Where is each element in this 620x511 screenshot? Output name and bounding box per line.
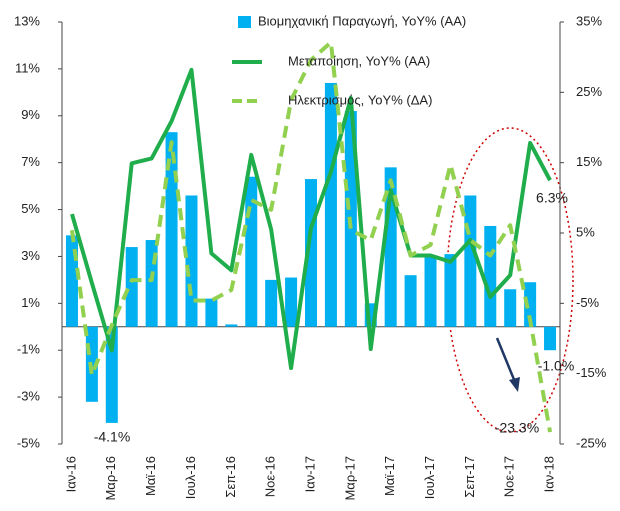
bar [544,326,557,351]
annotation: 6.3% [536,190,568,206]
highlight-ellipse [446,127,574,433]
y-tick-label: 7% [21,154,40,169]
bar [205,298,218,327]
annotation: -4.1% [94,429,131,445]
x-tick-label: Μαρ-17 [342,456,357,501]
y-tick-label: 1% [21,295,40,310]
y2-tick-label: 35% [576,13,602,28]
bar [484,225,497,327]
x-tick-label: Ιουλ-17 [422,456,437,499]
bar [464,195,477,327]
legend-label: Μεταποίηση, YoY% (AA) [288,53,430,68]
bar [265,279,278,327]
bar [504,289,517,327]
annotation: -1.0% [538,358,575,374]
x-tick-label: Μαϊ-16 [143,456,158,496]
y2-tick-label: 5% [576,224,595,239]
bar [245,176,258,327]
bar [424,256,437,327]
y2-tick-label: 15% [576,154,602,169]
x-tick-label: Μαρ-16 [103,456,118,501]
legend-label: Βιομηχανική Παραγωγή, YoY% (AA) [258,13,466,28]
legend-label: Ηλεκτρισμός, YoY% (ΔΑ) [288,92,432,107]
bar [524,282,537,327]
x-tick-label: Σεπ-16 [223,456,238,498]
bar [285,277,298,327]
line [70,67,552,371]
x-tick-label: Ιαν-16 [63,456,78,492]
line [69,40,553,433]
y-tick-label: 3% [21,248,40,263]
x-tick-label: Ιαν-17 [302,456,317,492]
y2-tick-label: -25% [576,435,607,450]
y2-tick-label: -5% [576,295,600,310]
y-tick-label: -1% [17,342,41,357]
legend-swatch [238,16,251,28]
bar [125,247,138,327]
bar [185,195,198,327]
y-tick-label: 11% [15,60,40,75]
x-tick-label: Μαϊ-17 [382,456,397,496]
y2-tick-label: -15% [576,365,607,380]
y2-tick-label: 25% [576,84,602,99]
annotation: -23.3% [495,420,539,436]
bar [324,82,337,327]
y-tick-label: -3% [17,389,41,404]
arrow-head [509,377,520,392]
x-tick-label: Σεπ-17 [462,456,477,498]
y-tick-label: 13% [14,13,40,28]
y-tick-label: -5% [17,435,41,450]
x-tick-label: Νοε-17 [502,456,517,497]
x-tick-label: Ιουλ-16 [183,456,198,499]
arrow-line [495,337,517,383]
x-tick-label: Νοε-16 [263,456,278,497]
x-tick-label: Ιαν-18 [541,456,556,492]
bar [404,275,417,327]
bar [105,326,118,423]
bar [225,324,238,327]
bar [444,254,457,327]
y-tick-label: 9% [21,107,40,122]
y-tick-label: 5% [21,201,40,216]
